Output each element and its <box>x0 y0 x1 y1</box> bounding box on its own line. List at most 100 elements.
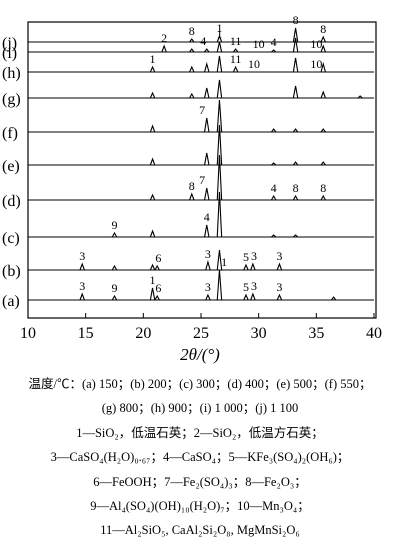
peak <box>216 55 223 73</box>
caption-line: 6—FeOOH；7—Fe₂(SO₄)₃；8—Fe₂O₃； <box>93 474 307 489</box>
peak-annotation: 3 <box>276 249 282 263</box>
x-tick-label: 10 <box>20 325 36 342</box>
peak <box>204 117 210 133</box>
series-label: (d) <box>2 193 21 210</box>
peak <box>149 193 156 201</box>
peak-annotation: 3 <box>205 247 211 261</box>
peak <box>204 48 210 53</box>
peak <box>320 161 326 166</box>
peak-annotation: 8 <box>293 13 299 27</box>
peak <box>320 90 326 99</box>
series-label: (h) <box>2 65 21 82</box>
peak <box>149 91 156 99</box>
peak <box>149 124 156 133</box>
peak-annotation: 4 <box>200 34 206 48</box>
peak <box>79 292 85 301</box>
series-label: (a) <box>2 293 20 310</box>
plot-frame <box>27 21 377 319</box>
peak-annotation: 10 <box>310 37 322 51</box>
peak-annotation: 9 <box>112 218 118 232</box>
peak-annotation: 10 <box>310 57 322 71</box>
peak <box>292 194 299 201</box>
peak <box>204 87 210 99</box>
peak <box>149 229 156 238</box>
peak <box>205 293 211 301</box>
peak <box>216 269 223 301</box>
peak-annotation: 8 <box>320 22 326 36</box>
x-tick-label: 25 <box>193 325 209 342</box>
peak <box>216 79 223 99</box>
peak <box>320 35 326 43</box>
peak <box>293 234 299 238</box>
peak <box>161 44 167 53</box>
peak <box>149 157 156 166</box>
peak <box>204 224 210 238</box>
peak <box>204 152 210 166</box>
peak <box>250 292 256 301</box>
peak <box>189 192 195 201</box>
peak-annotation: 5 <box>243 250 249 264</box>
series-label: (g) <box>2 91 21 108</box>
peak <box>154 264 160 271</box>
x-tick-label: 15 <box>78 325 94 342</box>
caption-line: 11—Al₂SiO₅, CaAl₂Si₂O₈, MgMnSi₂O₆ <box>100 523 300 538</box>
peak-annotation: 3 <box>79 249 85 263</box>
x-tick-label: 40 <box>366 325 382 342</box>
series-label: (e) <box>2 158 20 175</box>
peak <box>189 48 195 53</box>
peak <box>216 99 223 133</box>
peak <box>216 249 223 271</box>
peak-annotation: 1 <box>150 52 156 66</box>
peak-annotation: 10 <box>248 57 260 71</box>
peak-annotation: 2 <box>161 31 167 45</box>
peak-annotation: 1 <box>221 255 227 269</box>
peak <box>270 194 277 201</box>
peak <box>292 37 299 53</box>
peak <box>271 128 277 133</box>
caption-line: 9—Al₄(SO₄)(OH)₁₀(H₂O)₇；10—Mn₃O₄； <box>90 499 310 514</box>
caption: 温度/℃：(a) 150；(b) 200；(c) 300；(d) 400；(e)… <box>0 372 400 543</box>
peak <box>216 154 223 201</box>
peak <box>292 128 299 133</box>
peak <box>292 161 299 166</box>
peak-annotation: 8 <box>189 24 195 38</box>
peak <box>271 234 277 238</box>
peak <box>216 41 223 53</box>
peak <box>276 293 283 301</box>
peak <box>320 61 326 73</box>
peak <box>111 264 118 271</box>
caption-line: 温度/℃：(a) 150；(b) 200；(c) 300；(d) 400；(e)… <box>28 377 372 391</box>
peak <box>276 262 283 271</box>
peak-annotation: 8 <box>189 179 195 193</box>
peak <box>189 38 195 43</box>
peak-annotation: 9 <box>112 281 118 295</box>
caption-line: (g) 800；(h) 900；(i) 1 000；(j) 1 100 <box>101 401 299 416</box>
peak <box>243 293 249 301</box>
peak-annotation: 7 <box>199 103 205 117</box>
peak <box>216 34 223 43</box>
series-label: (c) <box>2 230 20 247</box>
x-axis-label: 2θ/(°) <box>180 345 220 364</box>
peak-annotation: 4 <box>204 210 210 224</box>
x-tick-label: 20 <box>135 325 151 342</box>
peak-annotation: 3 <box>251 279 257 293</box>
peak <box>292 85 299 99</box>
peak-annotation: 3 <box>251 249 257 263</box>
peak <box>232 48 239 53</box>
peak <box>205 259 211 271</box>
peak-annotation: 5 <box>243 280 249 294</box>
peak-annotation: 8 <box>320 181 326 195</box>
peak-annotation: 1 <box>216 27 222 41</box>
peak <box>271 162 277 166</box>
peak <box>232 65 239 73</box>
peak-annotation: 1 <box>150 273 156 287</box>
peak-annotation: 3 <box>205 280 211 294</box>
peak-annotation: 8 <box>293 181 299 195</box>
peak <box>204 187 210 201</box>
peak <box>330 296 337 301</box>
peak <box>292 57 299 73</box>
peak-annotation: 3 <box>276 280 282 294</box>
caption-line: 3—CaSO₄(H₂O)₀.₆₇；4—CaSO₄；5—KFe₃(SO₄)₂(OH… <box>50 450 350 465</box>
peak <box>189 65 195 73</box>
